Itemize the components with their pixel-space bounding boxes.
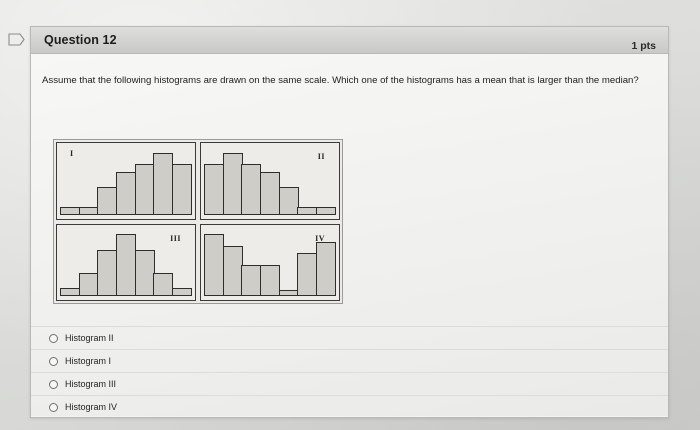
answer-option-4[interactable]: Histogram IV [31,395,668,418]
histogram-panel-iii: III [56,223,196,301]
histogram-bar [222,152,243,215]
histogram-bar [78,272,99,296]
histogram-bar [278,187,299,215]
histogram-bar [260,171,280,215]
histogram-bar [204,164,224,215]
histogram-bar [316,206,336,215]
histogram-bar [260,265,280,296]
flag-outline-icon[interactable] [8,33,25,46]
histograms-figure: I II III IV [53,139,343,304]
histogram-bar [134,249,155,296]
histogram-bar [97,249,118,296]
histogram-label-ii: II [317,152,325,161]
histogram-bar [97,187,118,215]
histogram-label-iii: III [170,233,181,243]
histogram-bar [241,265,262,296]
histogram-bar [278,289,299,296]
histogram-label-i: I [70,149,74,158]
radio-icon[interactable] [49,333,58,343]
histogram-bar [316,241,336,296]
radio-icon[interactable] [49,379,58,389]
points-badge: 1 pts [631,40,656,52]
histogram-bar [204,234,224,296]
question-card: Question 12 1 pts Assume that the follow… [30,26,669,418]
radio-icon[interactable] [49,356,58,366]
histogram-bar [297,253,318,296]
histogram-bar [60,288,80,296]
histogram-bars-iv [204,234,336,296]
answer-options: Histogram II Histogram I Histogram III H… [31,326,668,418]
question-prompt: Assume that the following histograms are… [42,75,639,86]
histogram-bar [172,288,192,296]
histogram-bars-i [60,152,192,215]
histogram-bars-ii [204,152,336,215]
histogram-bar [78,206,99,215]
histogram-bar [222,245,243,296]
histogram-label-iv: IV [315,233,325,243]
histogram-bar [153,272,174,296]
histogram-panel-iv: IV [200,223,340,301]
answer-label: Histogram III [65,379,117,389]
histogram-bar [172,164,192,215]
histogram-bar [116,171,136,215]
question-header: Question 12 1 pts [31,27,668,54]
question-body: Assume that the following histograms are… [31,54,668,416]
page-title: Question 12 [44,33,117,47]
histogram-panel-i: I [56,142,196,220]
histogram-bar [134,164,155,215]
answer-label: Histogram II [65,333,114,343]
answer-label: Histogram IV [65,402,118,412]
histogram-bar [60,206,80,215]
histogram-panel-ii: II [200,142,340,220]
histogram-bar [153,152,174,215]
answer-option-1[interactable]: Histogram II [31,326,668,349]
histogram-bar [241,164,262,215]
histogram-bar [116,234,136,296]
answer-option-3[interactable]: Histogram III [31,372,668,395]
answer-option-2[interactable]: Histogram I [31,349,668,372]
histogram-bars-iii [60,234,192,296]
histogram-bar [297,206,318,215]
radio-icon[interactable] [49,402,58,412]
answer-label: Histogram I [65,356,112,366]
